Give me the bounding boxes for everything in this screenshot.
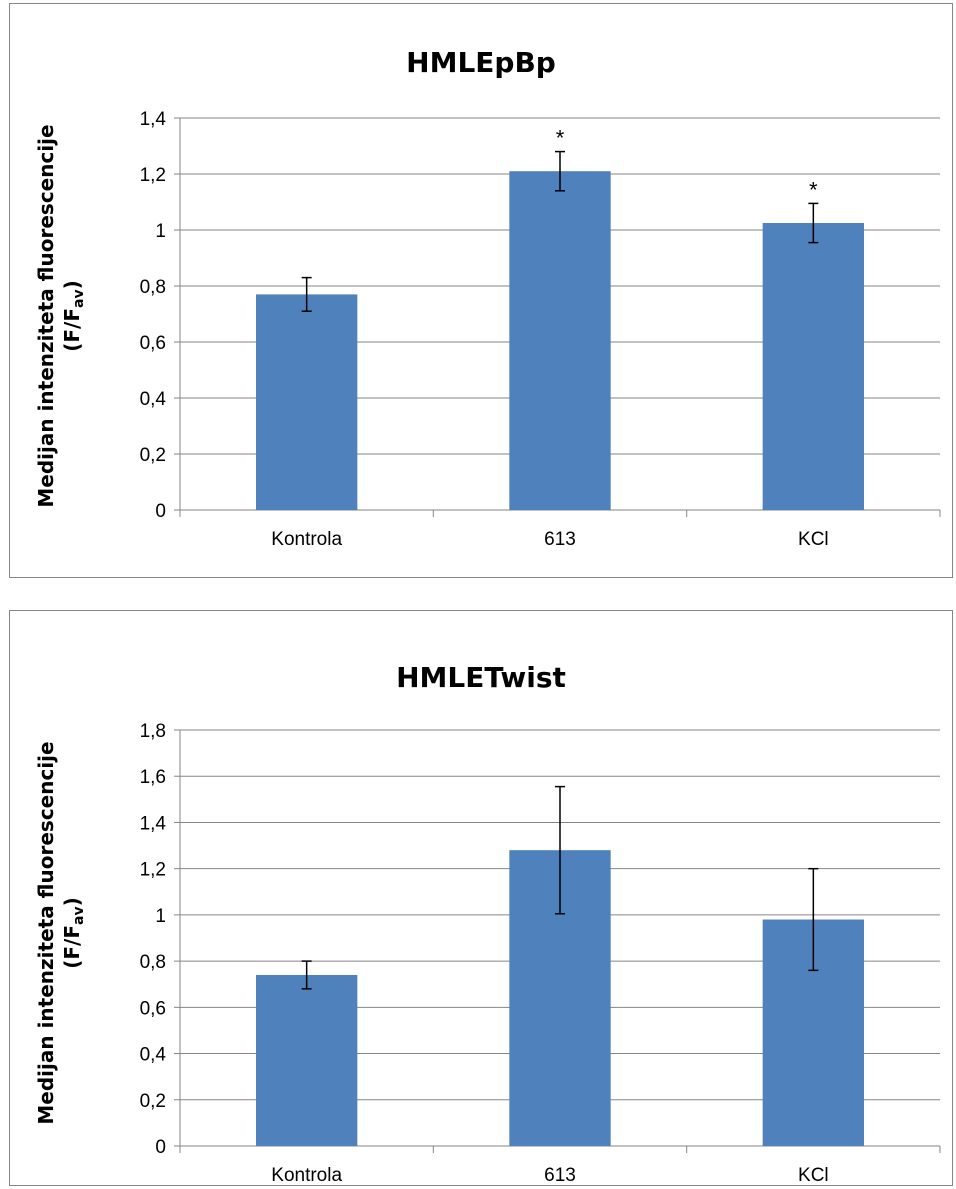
y-tick-label: 0,8 — [140, 952, 166, 973]
chart-panel-hmlepbp: HMLEpBp Medijan intenziteta fluorescencij… — [9, 3, 953, 578]
y-tick-label: 0,6 — [140, 333, 166, 354]
y-tick-label: 1,4 — [140, 813, 167, 834]
y-tick-label: 0,6 — [140, 998, 166, 1019]
y-axis-label-line2: (F/Fav) — [60, 280, 87, 352]
y-axis-label-subscript: av — [71, 906, 87, 925]
chart-title: HMLEpBp — [406, 46, 556, 79]
y-axis-label-prefix: (F/F — [60, 925, 84, 969]
significance-marker: * — [809, 177, 818, 202]
x-category-label: KCl — [798, 529, 829, 550]
x-category-label: Kontrola — [271, 529, 342, 550]
y-tick-label: 0,8 — [140, 277, 166, 298]
bar-613 — [509, 171, 611, 510]
x-category-label: KCl — [798, 1165, 829, 1185]
chart-title: HMLETwist — [396, 661, 566, 694]
y-axis-label: Medijan intenziteta fluorescencije (F/Fav… — [34, 124, 87, 507]
y-axis-label: Medijan intenziteta fluorescencije (F/Fav… — [34, 741, 87, 1124]
y-axis-label-line1: Medijan intenziteta fluorescencije — [34, 124, 58, 507]
y-tick-label: 0,2 — [140, 445, 166, 466]
chart-hmletwist: HMLETwist Medijan intenziteta fluorescenc… — [34, 661, 941, 1185]
y-axis-label-prefix: (F/F — [60, 308, 84, 352]
y-tick-label: 0 — [155, 501, 166, 522]
y-axis-label-suffix: ) — [60, 280, 84, 289]
y-tick-label: 1,6 — [140, 767, 166, 788]
y-tick-label: 1 — [155, 906, 166, 927]
y-tick-label: 0,4 — [140, 1045, 167, 1066]
significance-marker: * — [556, 126, 565, 151]
y-tick-label: 0 — [155, 1137, 166, 1158]
x-category-label: 613 — [544, 1165, 576, 1185]
x-category-label: Kontrola — [271, 1165, 342, 1185]
y-axis-label-subscript: av — [71, 289, 87, 308]
y-axis-label-suffix: ) — [60, 897, 84, 906]
x-category-label: 613 — [544, 529, 576, 550]
y-axis-label-line1: Medijan intenziteta fluorescencije — [34, 741, 58, 1124]
y-tick-label: 0,2 — [140, 1091, 166, 1112]
bar-kontrola — [256, 294, 358, 510]
y-tick-label: 1,2 — [140, 860, 166, 881]
bar-kcl — [762, 223, 864, 510]
y-tick-label: 0,4 — [140, 389, 167, 410]
y-tick-label: 1,2 — [140, 165, 166, 186]
bar-kontrola — [256, 974, 358, 1146]
y-tick-label: 1,4 — [140, 109, 167, 130]
y-tick-label: 1 — [155, 221, 166, 242]
chart-hmlepbp: HMLEpBp Medijan intenziteta fluorescencij… — [34, 46, 941, 550]
y-tick-label: 1,8 — [140, 721, 166, 742]
y-axis-label-line2: (F/Fav) — [60, 897, 87, 969]
chart-panel-hmletwist: HMLETwist Medijan intenziteta fluorescenc… — [9, 610, 953, 1186]
